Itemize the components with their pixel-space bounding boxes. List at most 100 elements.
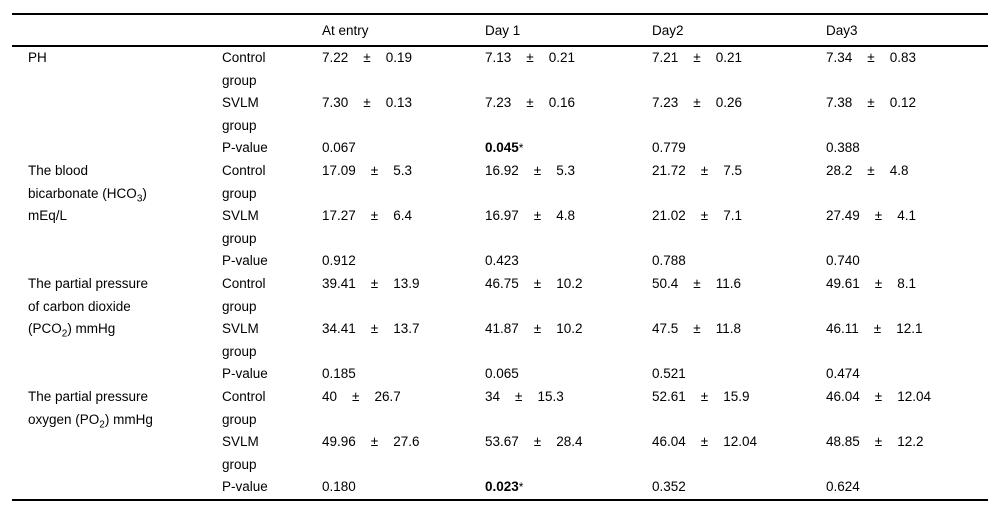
plus-minus-sign: ± <box>370 163 379 178</box>
sd-value: 26.7 <box>374 389 401 404</box>
plus-minus-sign: ± <box>693 276 701 291</box>
column-header-group <box>222 14 322 47</box>
plus-minus-sign: ± <box>700 434 709 449</box>
parameter-cell: The partial pressure of carbon dioxide (PC… <box>12 273 222 386</box>
value-cell: 7.23 ±0.26 <box>652 92 826 137</box>
row-label-cell: SVLM group <box>222 92 322 137</box>
value-cell: 52.61 ±15.9 <box>652 386 826 431</box>
table-row: The blood bicarbonate (HCO3) mEq/L Control g… <box>12 160 988 223</box>
mean-value: 16.97 <box>485 208 519 223</box>
parameter-text: ) mmHg <box>104 411 153 427</box>
mean-value: 7.21 <box>652 50 679 65</box>
p-value: 0.912 <box>322 253 356 268</box>
row-label-line: group <box>222 185 257 201</box>
parameter-cell: The blood bicarbonate (HCO3) mEq/L <box>12 160 222 273</box>
row-label-cell: P-value <box>222 137 322 160</box>
mean-value: 50.4 <box>652 276 679 291</box>
row-label-line: group <box>222 230 257 246</box>
plus-minus-sign: ± <box>526 50 534 65</box>
p-value-cell: 0.352 <box>652 476 826 500</box>
parameter-text: The partial pressure <box>28 389 149 404</box>
parameter-text: mEq/L <box>28 208 68 223</box>
value-cell: 47.5 ±11.8 <box>652 318 826 363</box>
sd-value: 11.6 <box>715 276 741 291</box>
mean-value: 53.67 <box>485 434 519 449</box>
table-row: SVLM group 34.41 ±13.7 41.87 ±10.2 47.5 ±11.8 46… <box>12 318 988 363</box>
parameter-text: ) mmHg <box>67 321 116 336</box>
row-label-line: SVLM <box>222 434 259 449</box>
sd-value: 12.1 <box>896 321 923 336</box>
plus-minus-sign: ± <box>370 208 379 223</box>
row-label-line: group <box>222 411 257 427</box>
sd-value: 27.6 <box>393 434 420 449</box>
mean-value: 21.72 <box>652 163 686 178</box>
plus-minus-sign: ± <box>526 95 534 110</box>
p-value-cell: 0.740 <box>826 250 988 273</box>
plus-minus-sign: ± <box>873 321 882 336</box>
p-value-cell: 0.521 <box>652 363 826 386</box>
row-label-line: P-value <box>222 479 268 494</box>
sd-value: 5.3 <box>556 163 575 178</box>
row-label-line: P-value <box>222 140 268 155</box>
p-value-cell: 0.779 <box>652 137 826 160</box>
sd-value: 7.5 <box>723 163 742 178</box>
value-cell: 34.41 ±13.7 <box>322 318 485 363</box>
value-cell: 7.13 ±0.21 <box>485 46 652 92</box>
row-label-cell: Control group <box>222 160 322 205</box>
parameter-text: oxygen (PO <box>28 411 100 427</box>
sd-value: 0.19 <box>385 50 412 65</box>
p-value-cell: 0.388 <box>826 137 988 160</box>
parameter-line: oxygen (PO2) mmHg <box>28 409 222 432</box>
table-row: The partial pressure oxygen (PO2) mmHg Con… <box>12 386 988 431</box>
parameter-text: of carbon dioxide <box>28 298 131 314</box>
mean-value: 7.22 <box>322 50 349 65</box>
header-row: At entry Day 1 Day2 Day3 <box>12 14 988 47</box>
results-table: At entry Day 1 Day2 Day3 PH Control group 7… <box>12 13 988 501</box>
row-label-line: SVLM <box>222 95 259 110</box>
value-cell: 21.72 ±7.5 <box>652 160 826 205</box>
value-cell: 17.09 ±5.3 <box>322 160 485 205</box>
parameter-line: PH <box>28 47 222 70</box>
plus-minus-sign: ± <box>874 208 883 223</box>
p-value-cell: 0.624 <box>826 476 988 500</box>
p-value-cell: 0.185 <box>322 363 485 386</box>
mean-value: 41.87 <box>485 321 519 336</box>
mean-value: 49.96 <box>322 434 356 449</box>
p-value: 0.779 <box>652 140 686 155</box>
p-value-cell: 0.180 <box>322 476 485 500</box>
mean-value: 7.23 <box>485 95 512 110</box>
significance-star: * <box>518 141 524 155</box>
sd-value: 4.1 <box>897 208 916 223</box>
sd-value: 0.12 <box>889 95 916 110</box>
subscript: 3 <box>136 193 143 205</box>
table-body: PH Control group 7.22 ±0.19 7.13 ±0.21 7.21 ±0.2… <box>12 46 988 500</box>
mean-value: 46.04 <box>826 389 860 404</box>
sd-value: 10.2 <box>556 276 583 291</box>
plus-minus-sign: ± <box>363 95 371 110</box>
mean-value: 46.04 <box>652 434 686 449</box>
column-header-parameter <box>12 14 222 47</box>
value-cell: 34 ±15.3 <box>485 386 652 431</box>
mean-value: 28.2 <box>826 163 853 178</box>
sd-value: 4.8 <box>889 163 909 178</box>
p-value: 0.423 <box>485 253 519 268</box>
value-cell: 16.92 ±5.3 <box>485 160 652 205</box>
row-label-cell: Control group <box>222 46 322 92</box>
p-value-cell: 0.045* <box>485 137 652 160</box>
mean-value: 16.92 <box>485 163 519 178</box>
value-cell: 28.2 ±4.8 <box>826 160 988 205</box>
mean-value: 49.61 <box>826 276 860 291</box>
value-cell: 41.87 ±10.2 <box>485 318 652 363</box>
plus-minus-sign: ± <box>693 50 701 65</box>
sd-value: 13.9 <box>393 276 420 291</box>
row-label-line: SVLM <box>222 208 259 223</box>
sd-value: 6.4 <box>393 208 412 223</box>
plus-minus-sign: ± <box>533 321 542 336</box>
sd-value: 4.8 <box>556 208 575 223</box>
sd-value: 28.4 <box>556 434 583 449</box>
plus-minus-sign: ± <box>867 95 875 110</box>
row-label-cell: SVLM group <box>222 431 322 476</box>
sd-value: 12.2 <box>897 434 924 449</box>
p-value-cell: 0.065 <box>485 363 652 386</box>
